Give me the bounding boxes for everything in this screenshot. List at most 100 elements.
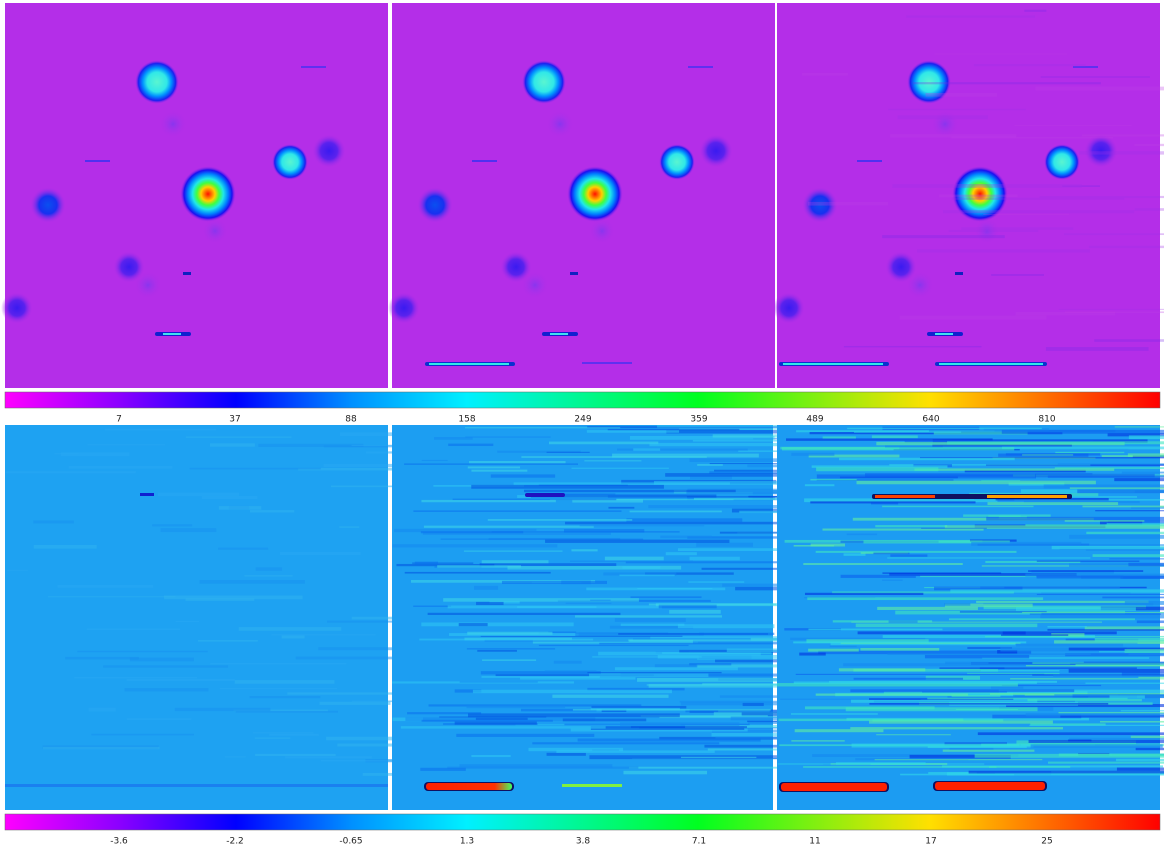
- streak: [1036, 560, 1140, 562]
- streak: [252, 732, 314, 734]
- streak: [281, 635, 305, 639]
- streak: [680, 702, 779, 706]
- streak: [219, 687, 338, 690]
- streak: [964, 469, 1086, 473]
- streak: [916, 249, 1090, 253]
- colorbar-tick-label: -0.65: [339, 837, 362, 847]
- streak: [1069, 534, 1164, 539]
- streak: [806, 639, 929, 644]
- streak: [437, 565, 522, 568]
- streak: [77, 650, 208, 653]
- streak: [468, 460, 566, 464]
- streak: [843, 663, 1071, 667]
- streak: [983, 428, 1050, 431]
- streak: [443, 598, 639, 602]
- colorbar-tick-label: 3.8: [576, 837, 591, 847]
- streak: [528, 747, 624, 752]
- streak: [839, 457, 1015, 461]
- streak: [947, 696, 1089, 698]
- streak: [471, 754, 511, 758]
- streak: [882, 579, 903, 581]
- streak: [495, 674, 654, 677]
- streak: [1079, 151, 1164, 155]
- streak: [648, 505, 831, 509]
- streak: [808, 628, 943, 631]
- streak: [807, 597, 1044, 601]
- streak: [1051, 545, 1164, 550]
- streak: [927, 697, 1128, 700]
- streak: [947, 441, 1164, 445]
- streak: [838, 668, 926, 672]
- streak: [412, 562, 474, 564]
- streak: [104, 428, 217, 431]
- streak: [1065, 311, 1164, 314]
- streak: [920, 457, 1164, 459]
- streak: [1106, 522, 1164, 525]
- streak: [1124, 601, 1164, 605]
- colorbar: [4, 391, 1161, 409]
- streak: [887, 557, 1091, 559]
- streak: [799, 652, 826, 656]
- streak: [1088, 245, 1164, 249]
- streak: [1022, 454, 1074, 456]
- streak: [822, 528, 984, 531]
- colorbar-tick-label: 88: [345, 415, 357, 425]
- streak: [1030, 723, 1106, 726]
- streak: [619, 574, 675, 577]
- streak: [1069, 563, 1164, 567]
- streak: [599, 642, 807, 645]
- streak: [1085, 682, 1164, 684]
- streak: [660, 535, 712, 539]
- streak: [577, 738, 761, 742]
- streak: [829, 645, 857, 648]
- streak: [556, 750, 715, 753]
- colorbar-tick-label: 249: [574, 415, 591, 425]
- streak: [781, 447, 1015, 451]
- streak: [810, 501, 976, 504]
- streak: [497, 450, 581, 453]
- streak: [218, 506, 262, 510]
- streak: [1077, 489, 1164, 494]
- streak: [877, 606, 978, 610]
- streak: [546, 752, 586, 756]
- streak: [790, 637, 926, 640]
- streak: [614, 667, 738, 671]
- streak: [466, 704, 566, 709]
- streak: [924, 654, 1030, 659]
- streak: [479, 563, 617, 567]
- streak: [944, 603, 1033, 608]
- streak: [160, 528, 217, 533]
- streak: [579, 525, 705, 527]
- streak: [818, 650, 1032, 655]
- streak: [874, 759, 1043, 761]
- streak: [1043, 484, 1164, 489]
- streak: [414, 561, 439, 565]
- streak: [616, 448, 748, 451]
- streak: [913, 82, 1101, 85]
- streak: [679, 428, 841, 430]
- streak: [1130, 735, 1164, 739]
- streak: [679, 700, 828, 703]
- streak: [589, 673, 709, 677]
- streak: [897, 115, 988, 120]
- streak: [795, 673, 1045, 676]
- streak: [1068, 668, 1164, 673]
- streak: [612, 453, 759, 458]
- streak: [423, 525, 594, 528]
- streak: [948, 618, 1136, 621]
- streak: [456, 733, 595, 737]
- streak: [420, 767, 466, 771]
- streak: [586, 430, 680, 433]
- streak: [476, 601, 504, 606]
- streak: [1068, 647, 1164, 651]
- streak: [1058, 308, 1164, 310]
- streak: [185, 598, 255, 601]
- streak: [1128, 435, 1164, 440]
- streak: [607, 428, 740, 431]
- streak: [330, 485, 435, 488]
- streak: [777, 683, 1018, 687]
- streak: [517, 606, 597, 608]
- streak: [458, 623, 488, 627]
- streak: [980, 670, 1060, 672]
- streak: [689, 458, 837, 462]
